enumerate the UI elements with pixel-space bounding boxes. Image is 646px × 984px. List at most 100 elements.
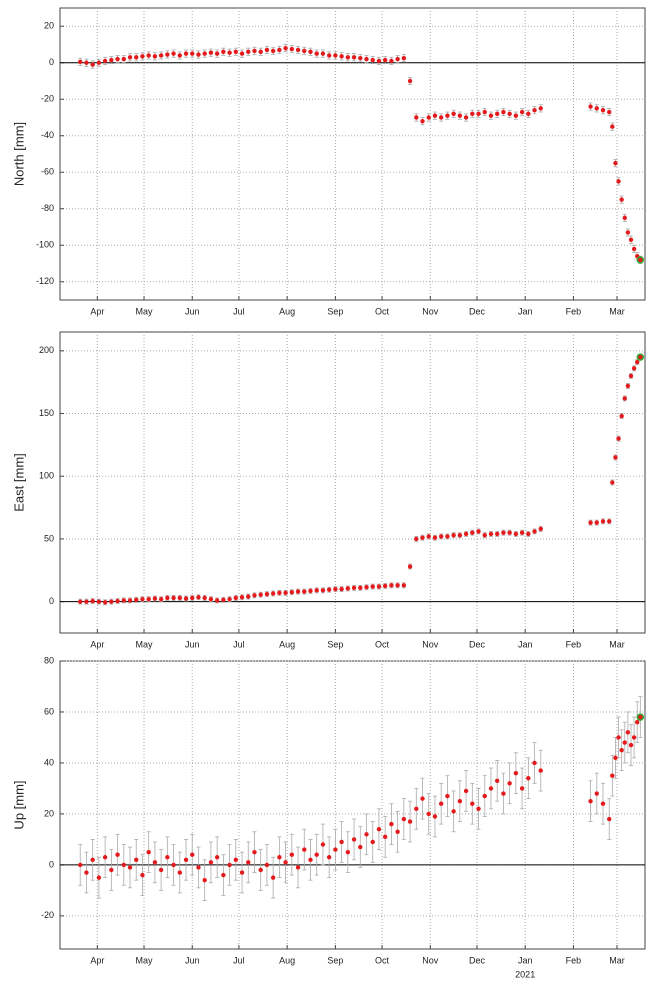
data-point (177, 53, 183, 58)
data-point (289, 46, 295, 52)
data-point (264, 591, 270, 597)
x-tick-label: Dec (469, 306, 486, 316)
data-point (102, 600, 108, 605)
data-point (233, 857, 239, 862)
data-point (631, 366, 637, 371)
data-point (183, 596, 189, 601)
data-point (420, 796, 425, 801)
data-point (221, 872, 226, 878)
data-point (90, 598, 95, 604)
data-point (345, 849, 351, 855)
data-point (482, 532, 487, 538)
data-point (594, 791, 599, 796)
x-tick-label: May (136, 639, 154, 649)
data-point (158, 53, 164, 58)
data-point (84, 870, 89, 875)
data-point (389, 58, 394, 64)
data-point (152, 596, 158, 601)
data-point (501, 791, 506, 796)
data-point (239, 595, 245, 600)
data-point (507, 111, 512, 117)
year-label: 2021 (515, 969, 535, 979)
data-point (519, 109, 525, 115)
data-point (102, 58, 108, 64)
data-point (177, 595, 183, 601)
data-point (208, 596, 214, 602)
data-point (283, 45, 288, 51)
data-point (622, 396, 627, 401)
x-tick-label: Jan (518, 639, 533, 649)
data-point (616, 179, 621, 184)
y-tick-label: 0 (49, 57, 54, 67)
data-point (183, 51, 189, 56)
data-point (594, 106, 599, 111)
data-point (252, 48, 257, 54)
data-point (513, 531, 519, 537)
data-point (482, 109, 487, 115)
data-point (607, 816, 612, 822)
data-point (432, 535, 438, 540)
data-point (127, 598, 133, 603)
data-point (395, 583, 400, 588)
data-point (488, 113, 494, 118)
data-point (445, 113, 450, 118)
data-point (488, 531, 494, 537)
data-point (314, 852, 319, 857)
y-tick-label: 60 (44, 706, 54, 716)
y-tick-label: -40 (41, 130, 54, 140)
x-tick-label: May (136, 306, 154, 316)
data-point (451, 532, 456, 538)
data-point (395, 829, 400, 834)
data-point (258, 867, 263, 873)
data-point (165, 855, 170, 860)
data-point (96, 599, 102, 604)
data-point (84, 60, 89, 65)
data-point (420, 535, 425, 540)
data-point (622, 740, 627, 745)
x-tick-label: Nov (422, 306, 439, 316)
data-point (482, 793, 487, 799)
data-point (420, 118, 425, 124)
data-point (426, 534, 431, 539)
x-tick-label: Apr (90, 955, 104, 965)
data-point (308, 49, 313, 54)
data-point (607, 109, 612, 115)
data-point (121, 56, 126, 62)
data-point (628, 237, 634, 242)
data-point (426, 811, 431, 817)
data-point (320, 588, 326, 593)
data-point (519, 530, 525, 535)
x-tick-label: Dec (469, 639, 486, 649)
data-point (432, 113, 438, 118)
data-point (501, 109, 506, 115)
data-point (196, 595, 201, 600)
data-point (202, 51, 207, 56)
data-point (214, 51, 220, 56)
data-point (152, 54, 158, 59)
data-point (628, 373, 634, 379)
data-point (152, 860, 158, 865)
data-point (326, 53, 332, 58)
data-point (78, 599, 83, 604)
data-point (277, 590, 282, 596)
data-point (233, 49, 239, 54)
data-point (314, 51, 319, 56)
data-point (526, 111, 531, 117)
x-tick-label: Sep (327, 955, 343, 965)
data-point (532, 760, 537, 766)
data-point (227, 862, 232, 868)
data-point (302, 589, 307, 594)
data-point (389, 583, 394, 588)
data-point (214, 855, 220, 860)
plot-area (59, 660, 646, 950)
data-point (270, 591, 276, 596)
data-point (326, 855, 332, 860)
x-tick-label: Jan (518, 306, 533, 316)
data-point (389, 821, 394, 827)
data-point (171, 862, 176, 868)
data-point (382, 583, 388, 589)
y-tick-label: -80 (41, 203, 54, 213)
data-point (445, 793, 450, 799)
y-tick-label: -20 (41, 910, 54, 920)
